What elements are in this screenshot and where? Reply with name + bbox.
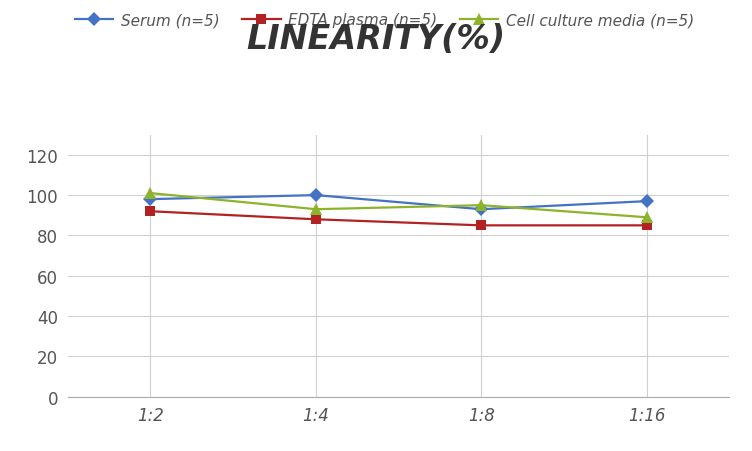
Serum (n=5) (146, 197, 155, 202)
EDTA plasma (n=5) (642, 223, 651, 229)
EDTA plasma (n=5) (311, 217, 320, 222)
EDTA plasma (n=5) (146, 209, 155, 215)
Serum (n=5) (642, 199, 651, 204)
Line: Cell culture media (n=5): Cell culture media (n=5) (145, 188, 652, 223)
Serum (n=5) (477, 207, 486, 212)
Text: LINEARITY(%): LINEARITY(%) (247, 23, 505, 55)
Cell culture media (n=5) (642, 215, 651, 221)
EDTA plasma (n=5) (477, 223, 486, 229)
Line: Serum (n=5): Serum (n=5) (146, 191, 651, 215)
Line: EDTA plasma (n=5): EDTA plasma (n=5) (146, 207, 651, 231)
Cell culture media (n=5) (311, 207, 320, 212)
Cell culture media (n=5) (477, 203, 486, 208)
Legend: Serum (n=5), EDTA plasma (n=5), Cell culture media (n=5): Serum (n=5), EDTA plasma (n=5), Cell cul… (68, 7, 700, 34)
Cell culture media (n=5) (146, 191, 155, 196)
Serum (n=5) (311, 193, 320, 198)
